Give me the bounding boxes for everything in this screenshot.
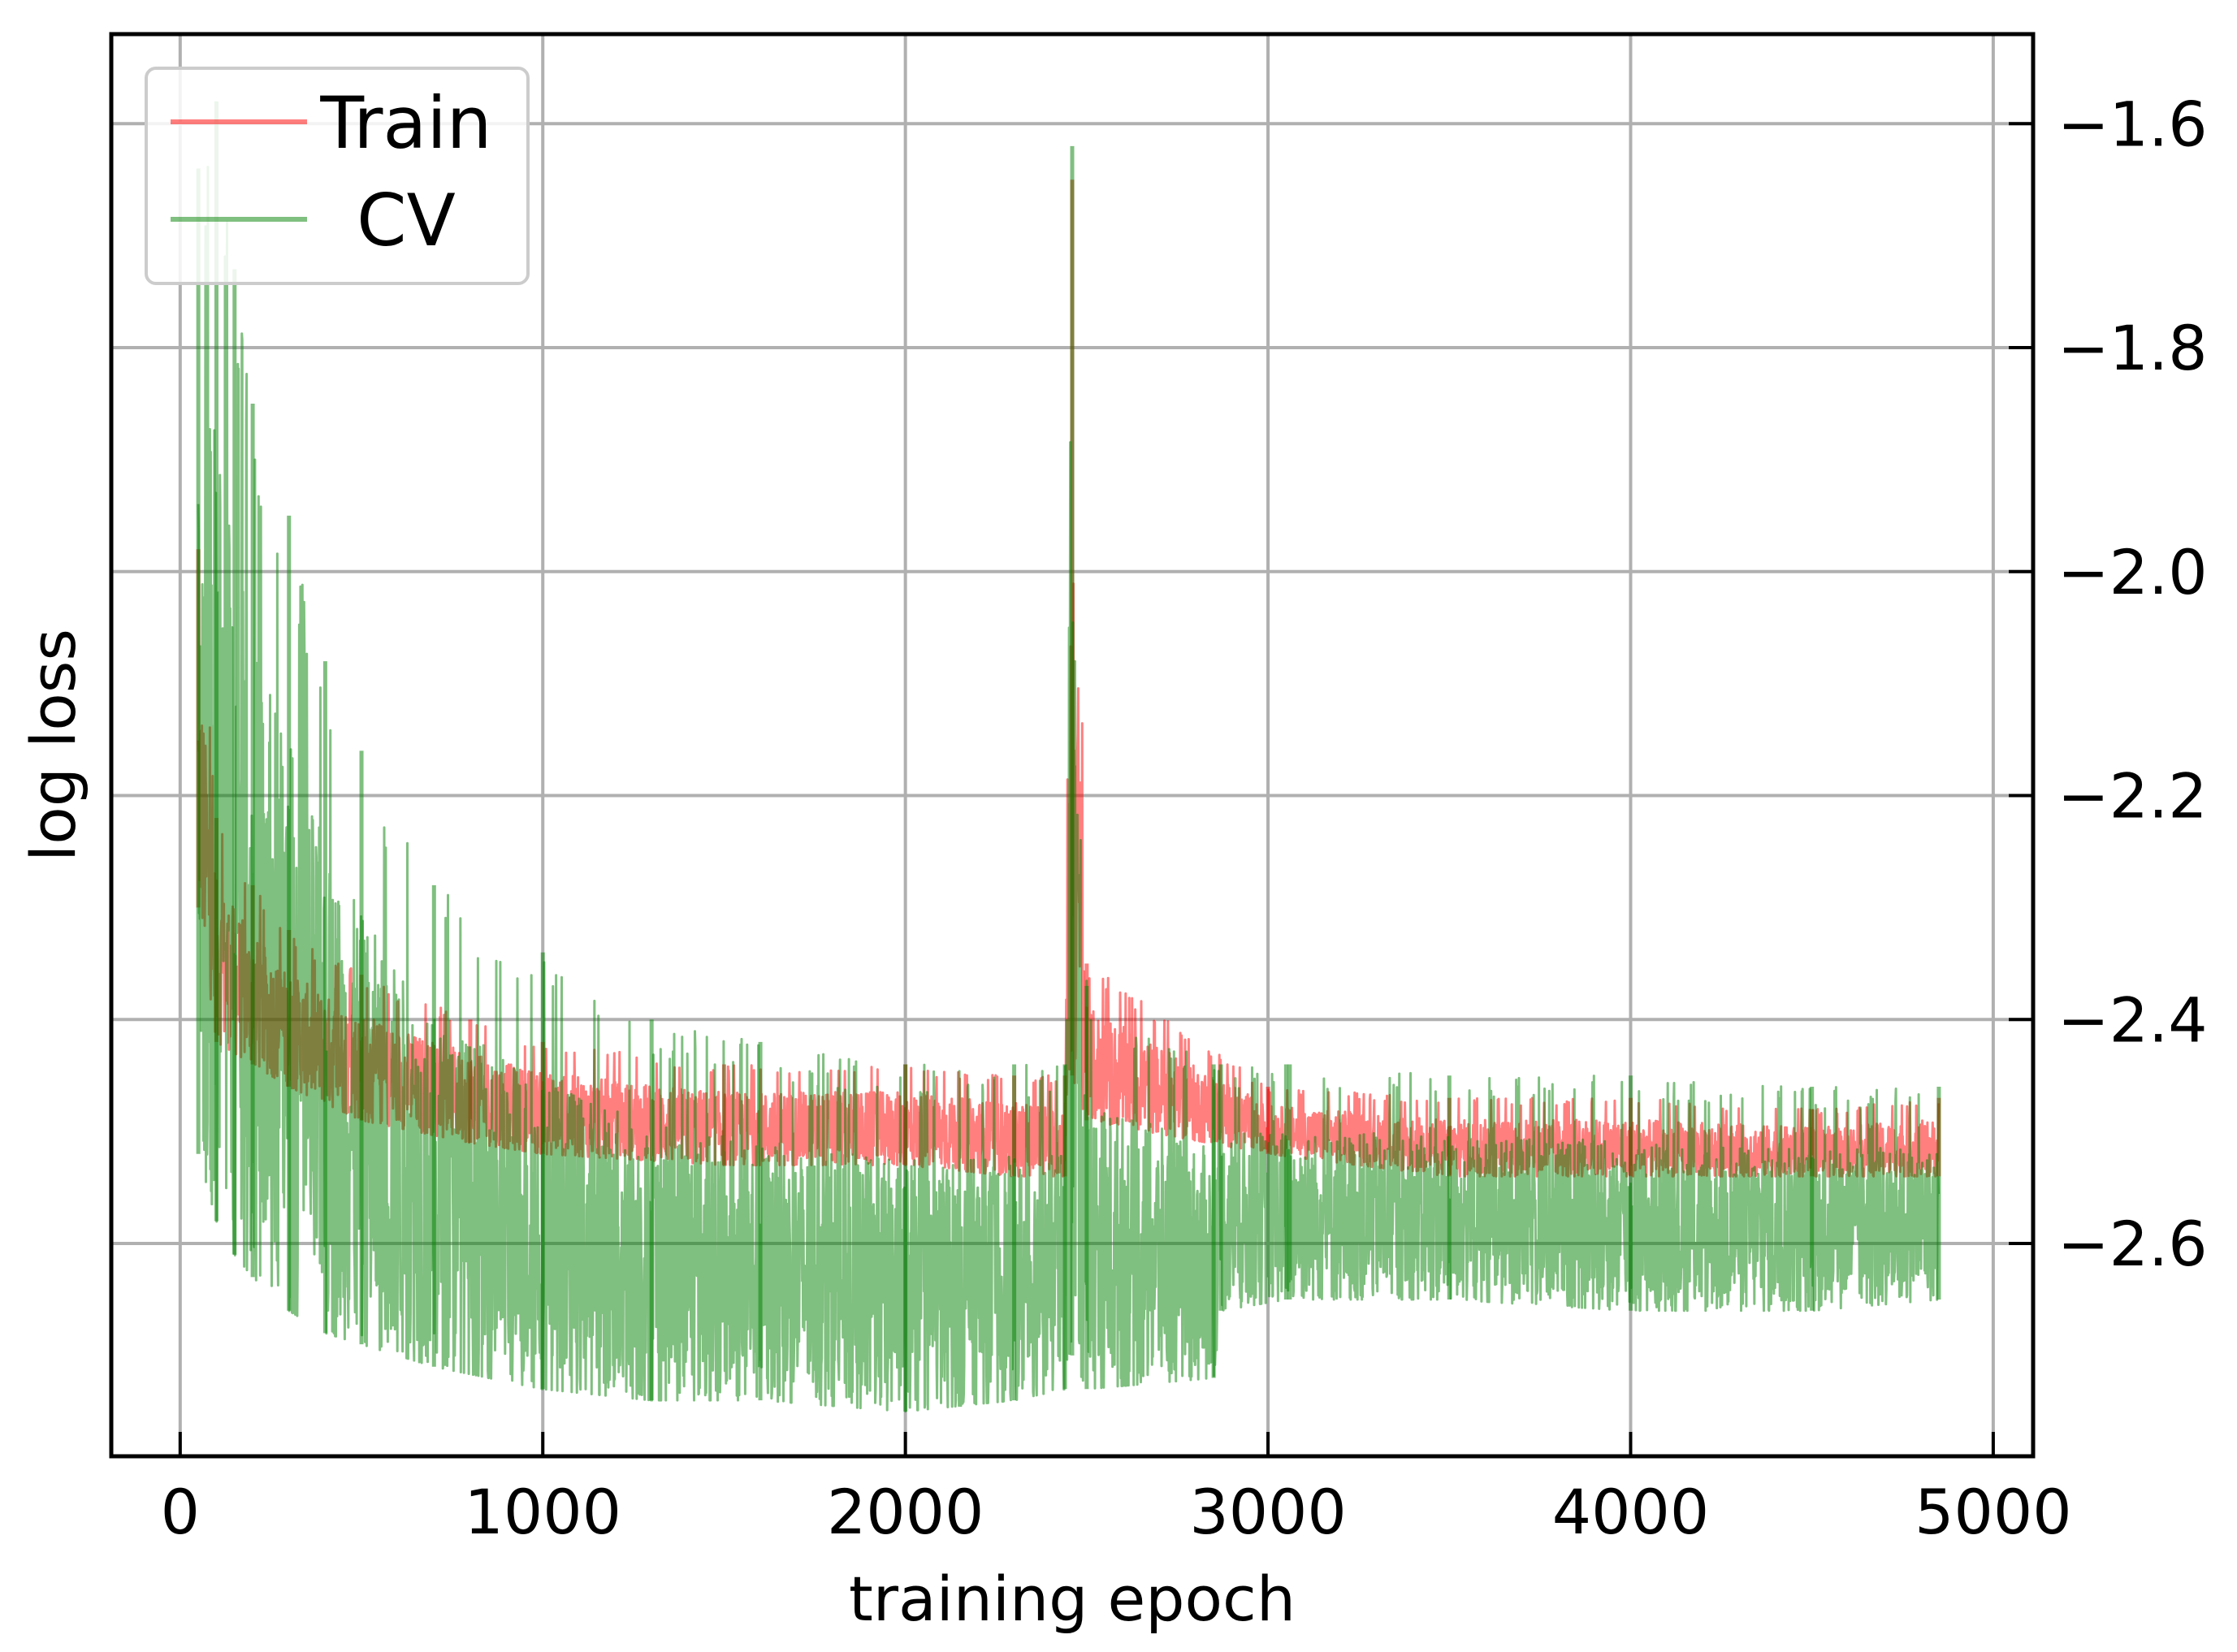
y-tick-label-2: −2.0 [2057, 536, 2208, 608]
x-tick-label-4: 4000 [1552, 1476, 1709, 1548]
plot-frame [109, 32, 2036, 1459]
y-tick-label-1: −1.8 [2057, 312, 2208, 384]
x-axis-label: training epoch [849, 1563, 1296, 1635]
x-tick-label-0: 0 [161, 1476, 200, 1548]
y-tick-label-4: −2.4 [2057, 984, 2208, 1056]
series-line-cv [197, 166, 1941, 1413]
axis-ticks: 0 1000 2000 3000 4000 5000 −1.6 −1.8 −2.0 −2.2 −2.… [161, 88, 2208, 1548]
legend: Train CV [145, 67, 530, 285]
legend-label-cv: CV [357, 179, 456, 262]
axis-labels: training epoch log loss [17, 629, 1296, 1635]
series-layer [196, 101, 1941, 1413]
y-tick-label-5: −2.6 [2057, 1208, 2208, 1280]
y-axis-label: log loss [17, 629, 89, 862]
axes-frame [109, 32, 2036, 1459]
x-tick-label-2: 2000 [827, 1476, 984, 1548]
series-cv [196, 101, 1941, 1413]
y-tick-label-0: −1.6 [2057, 88, 2208, 160]
legend-label-train: Train [319, 81, 491, 165]
y-tick-label-3: −2.2 [2057, 760, 2208, 832]
x-tick-label-5: 5000 [1915, 1476, 2071, 1548]
x-tick-label-3: 3000 [1189, 1476, 1346, 1548]
x-tick-label-1: 1000 [465, 1476, 621, 1548]
